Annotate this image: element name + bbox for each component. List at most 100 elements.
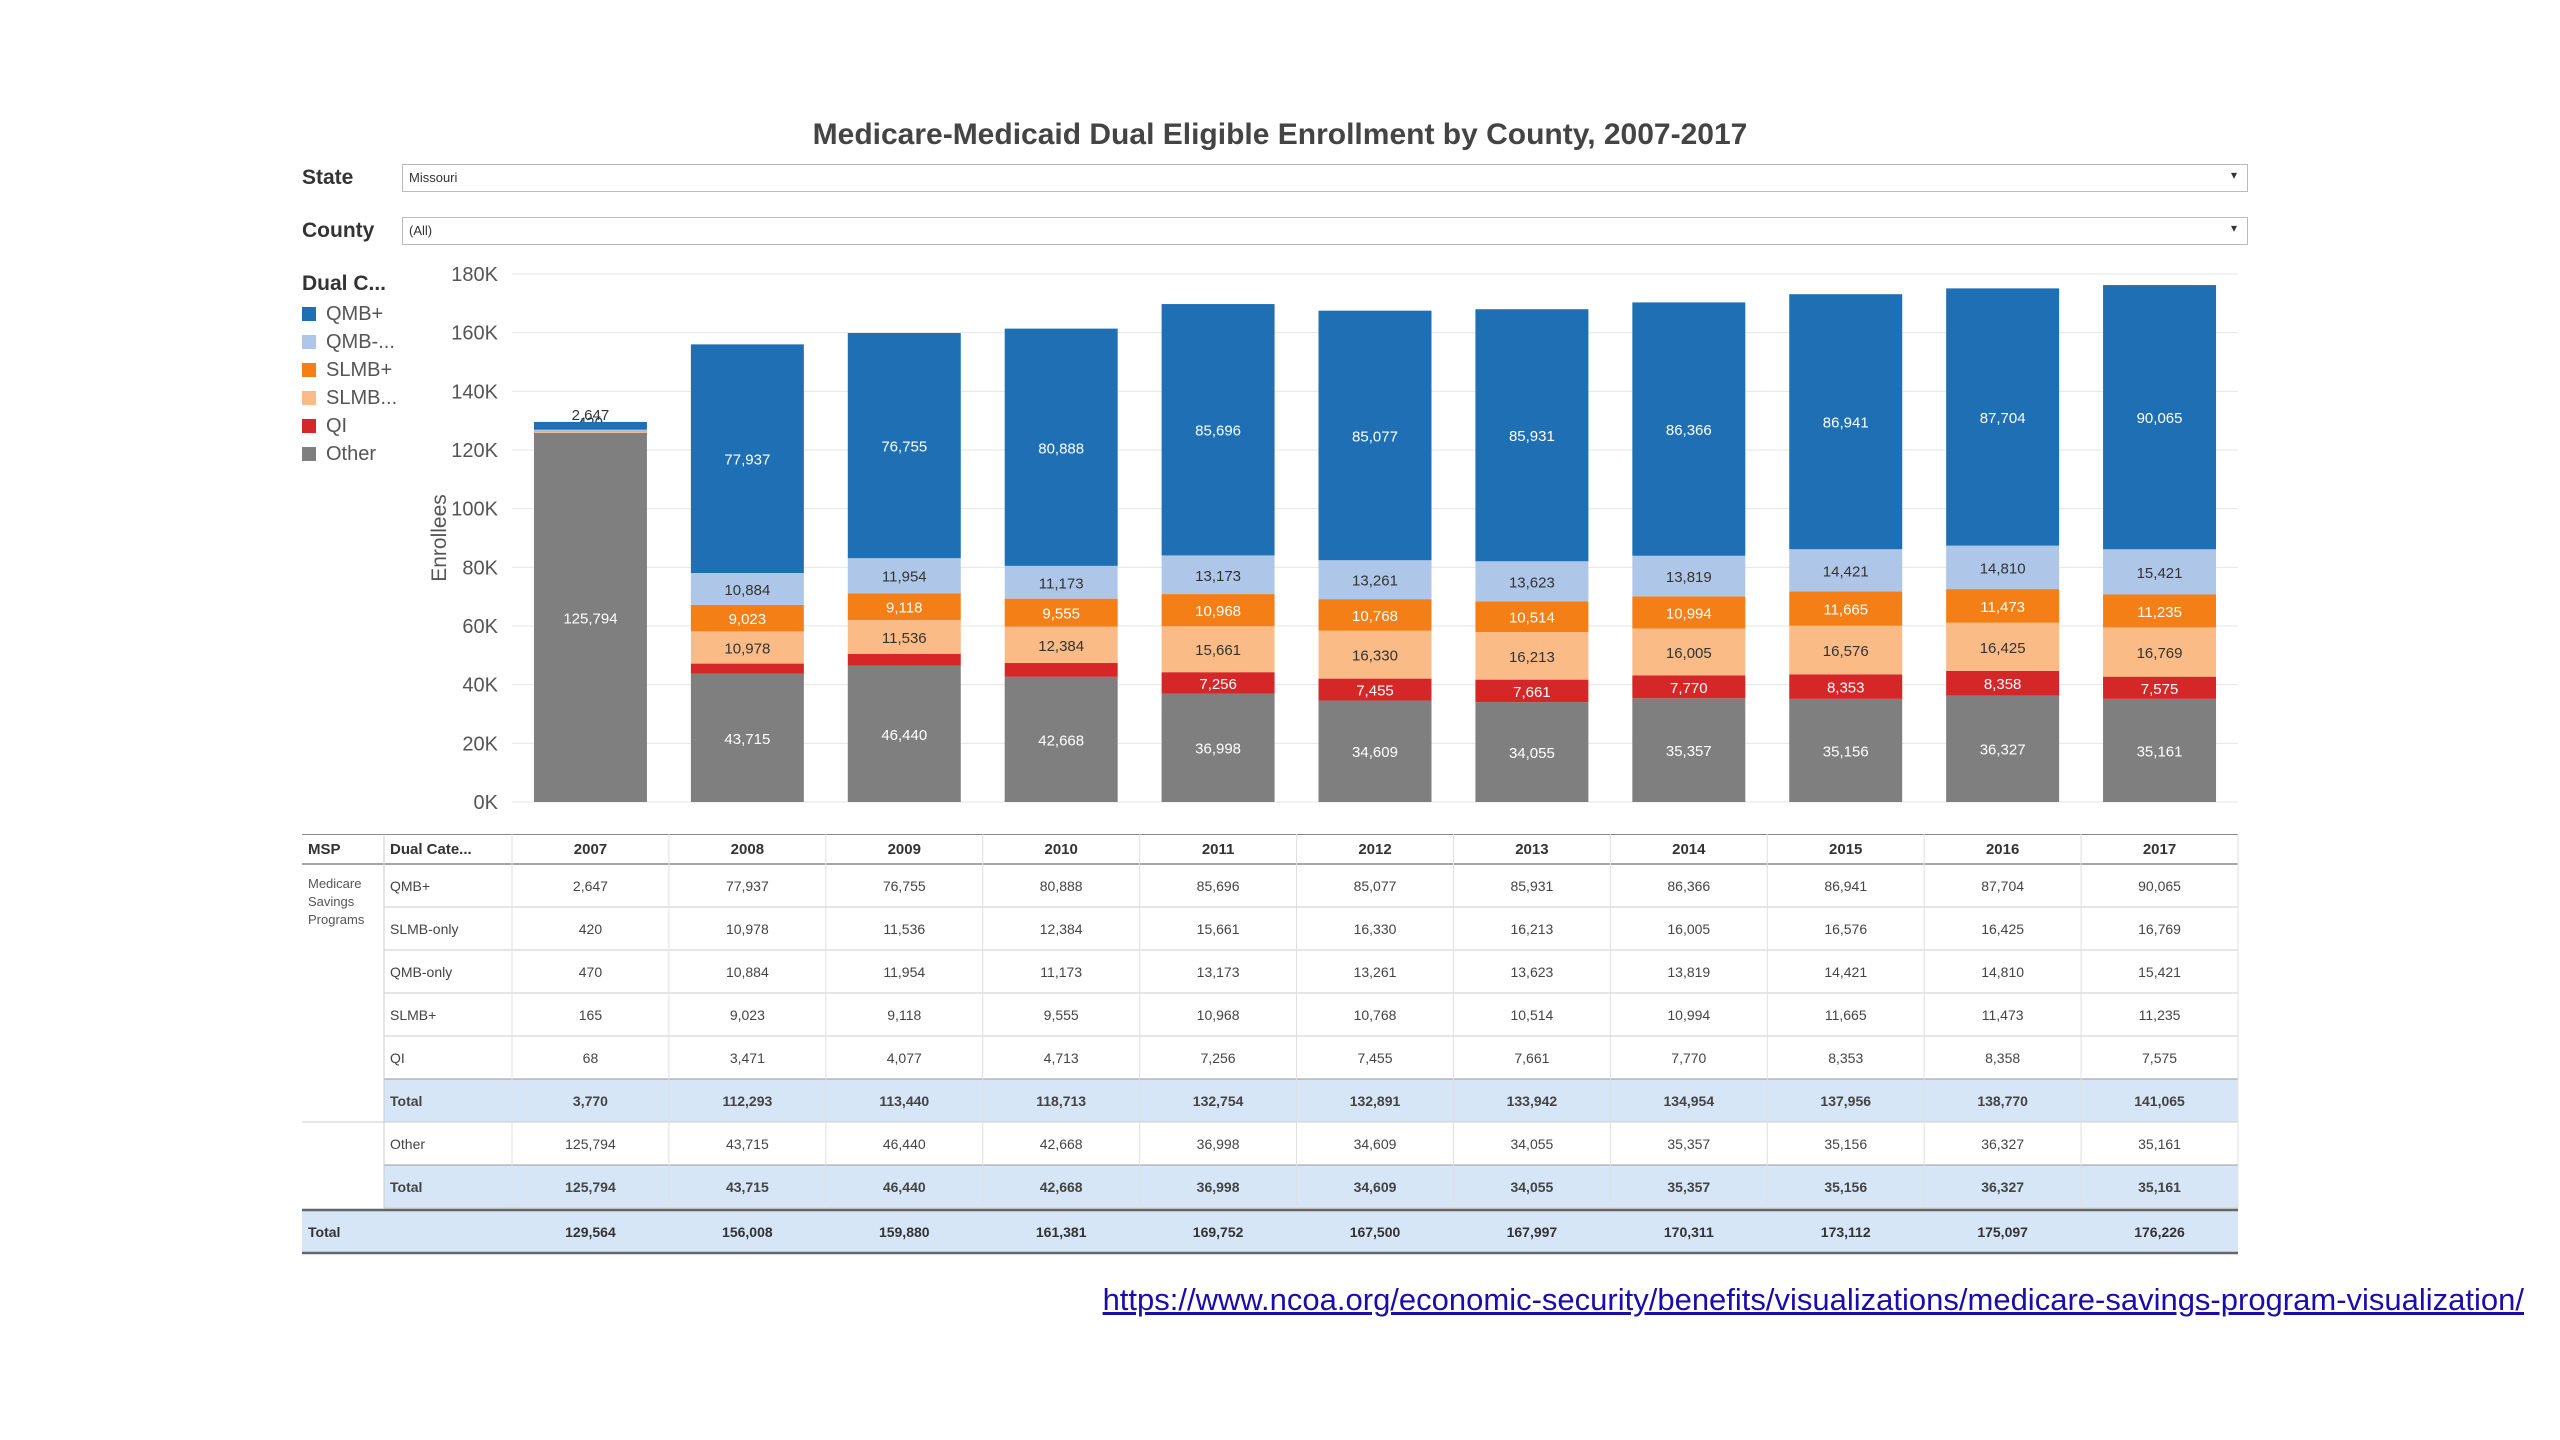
bar-segment[interactable] — [1946, 288, 2060, 546]
bar-segment[interactable] — [1004, 598, 1118, 627]
bar-segment[interactable] — [847, 333, 961, 559]
county-dropdown[interactable]: (All) ▾ — [402, 217, 2248, 245]
y-tick-label: 40K — [462, 675, 498, 697]
bar-segment[interactable] — [690, 604, 804, 632]
table-group-label: Savings — [308, 894, 355, 909]
bar-segment[interactable] — [1632, 596, 1746, 629]
table-header-year: 2017 — [2143, 841, 2176, 858]
data-label: 13,819 — [1666, 569, 1712, 586]
bar-segment[interactable] — [1789, 674, 1903, 699]
bar-segment[interactable] — [1004, 663, 1118, 677]
bar-segment[interactable] — [1318, 560, 1432, 600]
bar-segment[interactable] — [1789, 549, 1903, 592]
table-cell: 125,794 — [565, 1136, 616, 1152]
bar-segment[interactable] — [1789, 625, 1903, 675]
bar-segment[interactable] — [1318, 700, 1432, 802]
bar-segment[interactable] — [1161, 693, 1275, 802]
bar-segment[interactable] — [1475, 702, 1589, 802]
table-row-category: Other — [390, 1136, 425, 1152]
bar-segment[interactable] — [533, 429, 647, 432]
legend-item-slmb-only[interactable]: SLMB... — [302, 384, 412, 412]
source-link[interactable]: https://www.ncoa.org/economic-security/b… — [1102, 1282, 2524, 1317]
data-label: 87,704 — [1980, 410, 2026, 427]
table-cell: 132,891 — [1350, 1093, 1401, 1109]
bar-segment[interactable] — [1161, 304, 1275, 556]
legend-item-other[interactable]: Other — [302, 440, 412, 468]
bar-segment[interactable] — [1475, 309, 1589, 562]
bar-segment[interactable] — [1475, 561, 1589, 602]
table-header-msp: MSP — [308, 841, 341, 858]
bar-segment[interactable] — [690, 673, 804, 802]
table-row-category: QI — [390, 1050, 405, 1066]
table-cell: 36,998 — [1197, 1179, 1240, 1195]
bar-segment[interactable] — [1946, 670, 2060, 696]
bar-segment[interactable] — [847, 593, 961, 620]
legend-item-slmb-plus[interactable]: SLMB+ — [302, 356, 412, 384]
bar-segment[interactable] — [533, 433, 647, 802]
bar-segment[interactable] — [690, 663, 804, 674]
bar-segment[interactable] — [2103, 285, 2217, 550]
data-label: 76,755 — [881, 439, 927, 456]
data-label: 10,994 — [1666, 605, 1712, 622]
bar-segment[interactable] — [1318, 678, 1432, 701]
bar-segment[interactable] — [847, 653, 961, 666]
data-label: 16,330 — [1352, 648, 1398, 665]
bar-segment[interactable] — [1475, 601, 1589, 633]
bar-segment[interactable] — [1789, 294, 1903, 550]
bar-segment[interactable] — [1318, 599, 1432, 631]
legend-item-qmb-only[interactable]: QMB-... — [302, 328, 412, 356]
bar-segment[interactable] — [1161, 672, 1275, 694]
legend-item-qmb-plus[interactable]: QMB+ — [302, 300, 412, 328]
legend-item-qi[interactable]: QI — [302, 412, 412, 440]
bar-segment[interactable] — [1475, 679, 1589, 703]
bar-segment[interactable] — [2103, 549, 2217, 595]
bar-segment[interactable] — [847, 665, 961, 802]
bar-segment[interactable] — [533, 421, 647, 430]
bar-segment[interactable] — [1161, 626, 1275, 673]
bar-segment[interactable] — [1946, 589, 2060, 623]
bar-segment[interactable] — [1632, 675, 1746, 699]
bar-segment[interactable] — [1004, 626, 1118, 664]
bar-segment[interactable] — [690, 631, 804, 664]
bar-segment[interactable] — [1632, 555, 1746, 597]
bar-segment[interactable] — [690, 344, 804, 573]
bar-segment[interactable] — [2103, 698, 2217, 802]
bar-segment[interactable] — [2103, 594, 2217, 628]
bar-segment[interactable] — [1632, 302, 1746, 556]
bar-segment[interactable] — [533, 431, 647, 433]
bar-segment[interactable] — [2103, 627, 2217, 677]
data-label: 11,173 — [1039, 575, 1084, 592]
bar-segment[interactable] — [1318, 310, 1432, 561]
bar-segment[interactable] — [1161, 594, 1275, 627]
table-cell: 13,173 — [1197, 964, 1240, 980]
bar-segment[interactable] — [690, 572, 804, 605]
bar-segment[interactable] — [1004, 565, 1118, 599]
bar-segment[interactable] — [1789, 591, 1903, 626]
bar-segment[interactable] — [847, 558, 961, 594]
legend-swatch — [302, 335, 316, 349]
bar-segment[interactable] — [1632, 698, 1746, 802]
data-label: 11,665 — [1823, 602, 1868, 619]
bar-segment[interactable] — [1632, 628, 1746, 676]
bar-segment[interactable] — [2103, 676, 2217, 699]
data-label: 35,161 — [2137, 743, 2183, 760]
bar-segment[interactable] — [1946, 695, 2060, 802]
table-cell: 14,421 — [1824, 964, 1867, 980]
state-dropdown-value: Missouri — [409, 170, 458, 185]
bar-segment[interactable] — [1789, 698, 1903, 802]
bar-segment[interactable] — [1161, 555, 1275, 595]
data-label: 13,173 — [1195, 568, 1241, 585]
data-label: 13,623 — [1509, 574, 1555, 591]
bar-segment[interactable] — [1475, 632, 1589, 680]
data-label: 34,055 — [1509, 745, 1555, 762]
bar-segment[interactable] — [1004, 676, 1118, 802]
table-header-year: 2011 — [1202, 841, 1235, 858]
state-dropdown[interactable]: Missouri ▾ — [402, 164, 2248, 192]
bar-segment[interactable] — [847, 619, 961, 654]
bar-segment[interactable] — [1004, 328, 1118, 566]
bar-segment[interactable] — [1946, 622, 2060, 671]
bar-segment[interactable] — [1946, 545, 2060, 590]
table-cell: 3,471 — [730, 1050, 765, 1066]
bar-segment[interactable] — [1318, 630, 1432, 679]
table-cell: 13,261 — [1354, 964, 1397, 980]
